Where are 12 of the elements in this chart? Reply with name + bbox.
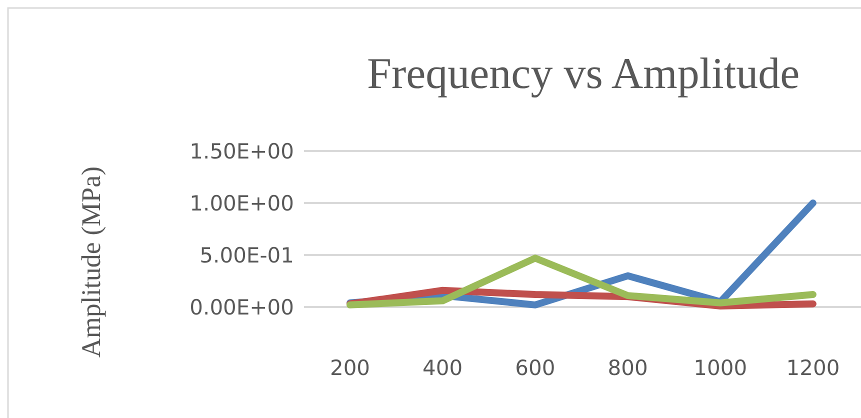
x-tick-label: 200 [330, 356, 370, 380]
y-tick-label: 5.00E-01 [200, 243, 294, 268]
x-tick-label: 1200 [786, 356, 840, 380]
x-tick-label: 600 [515, 356, 556, 380]
x-tick-label: 800 [608, 356, 648, 380]
x-tick-label: 400 [422, 356, 463, 380]
y-tick-label: 1.00E+00 [190, 191, 294, 216]
chart-title: Frequency vs Amplitude [367, 49, 800, 98]
x-tick-label: 1000 [694, 356, 748, 380]
y-tick-label: 1.50E+00 [190, 139, 294, 164]
y-axis-title: Amplitude (MPa) [76, 166, 106, 358]
y-tick-label: 0.00E+00 [190, 295, 294, 320]
